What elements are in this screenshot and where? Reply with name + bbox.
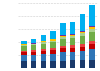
Bar bbox=[70, 60, 75, 68]
Bar bbox=[60, 37, 66, 39]
Bar bbox=[41, 44, 46, 49]
Bar bbox=[60, 23, 66, 35]
Bar bbox=[21, 61, 26, 68]
Bar bbox=[80, 36, 85, 44]
Bar bbox=[70, 34, 75, 35]
Bar bbox=[70, 22, 75, 34]
Bar bbox=[21, 46, 26, 51]
Bar bbox=[70, 45, 75, 48]
Bar bbox=[21, 52, 26, 55]
Bar bbox=[41, 54, 46, 61]
Bar bbox=[70, 38, 75, 45]
Bar bbox=[90, 44, 95, 49]
Bar bbox=[60, 35, 66, 36]
Bar bbox=[60, 48, 66, 52]
Bar bbox=[90, 26, 95, 27]
Bar bbox=[31, 55, 36, 61]
Bar bbox=[31, 52, 36, 55]
Bar bbox=[21, 51, 26, 52]
Bar bbox=[60, 61, 66, 68]
Bar bbox=[31, 61, 36, 68]
Bar bbox=[31, 45, 36, 50]
Bar bbox=[50, 31, 56, 39]
Bar bbox=[60, 39, 66, 46]
Bar bbox=[21, 41, 26, 44]
Bar bbox=[41, 51, 46, 54]
Bar bbox=[80, 31, 85, 32]
Bar bbox=[50, 54, 56, 61]
Bar bbox=[21, 44, 26, 45]
Bar bbox=[70, 48, 75, 52]
Bar bbox=[70, 35, 75, 36]
Bar bbox=[90, 32, 95, 41]
Bar bbox=[80, 33, 85, 36]
Bar bbox=[31, 44, 36, 45]
Bar bbox=[90, 29, 95, 32]
Bar bbox=[90, 5, 95, 26]
Bar bbox=[21, 55, 26, 61]
Bar bbox=[41, 42, 46, 44]
Bar bbox=[90, 60, 95, 68]
Bar bbox=[80, 51, 85, 60]
Bar bbox=[50, 50, 56, 54]
Bar bbox=[50, 61, 56, 68]
Bar bbox=[80, 14, 85, 31]
Bar bbox=[41, 61, 46, 68]
Bar bbox=[70, 36, 75, 38]
Bar bbox=[90, 27, 95, 29]
Bar bbox=[80, 47, 85, 51]
Bar bbox=[31, 43, 36, 44]
Bar bbox=[31, 50, 36, 52]
Bar bbox=[41, 49, 46, 51]
Bar bbox=[90, 49, 95, 60]
Bar bbox=[50, 48, 56, 50]
Bar bbox=[60, 52, 66, 61]
Bar bbox=[41, 35, 46, 41]
Bar bbox=[80, 60, 85, 68]
Bar bbox=[41, 41, 46, 42]
Bar bbox=[50, 41, 56, 42]
Bar bbox=[80, 44, 85, 47]
Bar bbox=[21, 45, 26, 46]
Bar bbox=[50, 39, 56, 41]
Bar bbox=[70, 52, 75, 60]
Bar bbox=[31, 39, 36, 43]
Bar bbox=[60, 36, 66, 37]
Bar bbox=[60, 46, 66, 48]
Bar bbox=[80, 32, 85, 33]
Bar bbox=[50, 42, 56, 48]
Bar bbox=[90, 41, 95, 44]
